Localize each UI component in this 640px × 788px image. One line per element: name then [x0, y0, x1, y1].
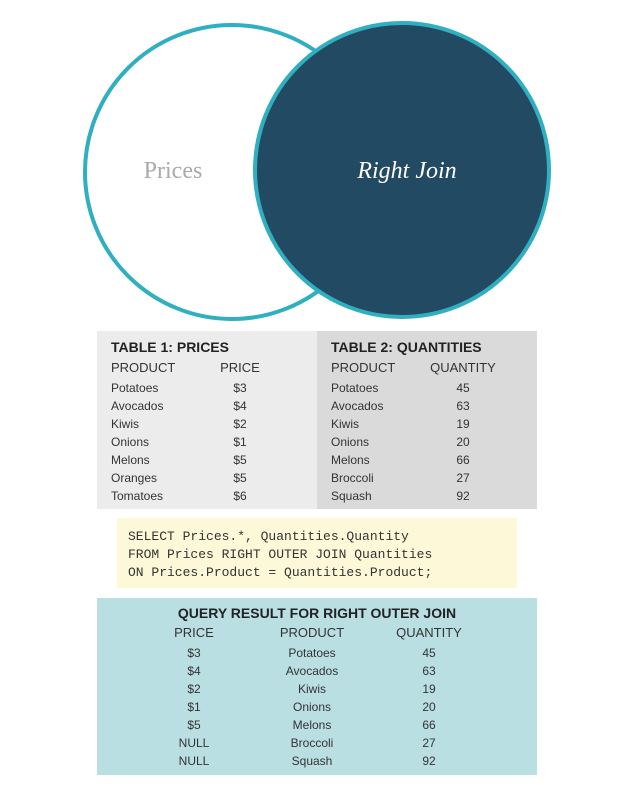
table-row: Broccoli 27	[331, 469, 537, 487]
table-row: Kiwis 19	[331, 415, 537, 433]
value-cell: 20	[456, 435, 470, 449]
product-cell: Oranges	[111, 471, 158, 485]
table-row: NULL Squash 92	[97, 752, 537, 770]
quantity-cell: 92	[422, 754, 436, 768]
table-row: NULL Broccoli 27	[97, 734, 537, 752]
header-quantity: QUANTITY	[430, 360, 496, 375]
table-row: Melons 66	[331, 451, 537, 469]
header-price: PRICE	[174, 625, 214, 640]
table-row: Kiwis $2	[111, 415, 317, 433]
value-cell: 92	[456, 489, 470, 503]
value-cell: 66	[456, 453, 470, 467]
table-row: $1 Onions 20	[97, 698, 537, 716]
price-cell: $1	[187, 700, 201, 714]
value-cell: $3	[233, 381, 247, 395]
venn-diagram: Prices Right Join	[83, 21, 551, 321]
sql-line: ON Prices.Product = Quantities.Product;	[128, 565, 433, 580]
quantities-table-title: TABLE 2: QUANTITIES	[331, 339, 482, 355]
product-cell: Melons	[111, 453, 150, 467]
product-cell: Broccoli	[290, 736, 334, 750]
prices-table-header: PRODUCT PRICE	[111, 360, 317, 379]
query-result-table: QUERY RESULT FOR RIGHT OUTER JOIN PRICE …	[97, 598, 537, 775]
quantities-table-header: PRODUCT QUANTITY	[331, 360, 537, 379]
product-cell: Kiwis	[331, 417, 360, 431]
header-quantity: QUANTITY	[396, 625, 462, 640]
sql-line: SELECT Prices.*, Quantities.Quantity	[128, 529, 409, 544]
table-row: Potatoes $3	[111, 379, 317, 397]
quantity-cell: 19	[422, 682, 436, 696]
right-join-circle	[253, 21, 551, 319]
table-row: $3 Potatoes 45	[97, 644, 537, 662]
sql-line: FROM Prices RIGHT OUTER JOIN Quantities	[128, 547, 433, 562]
quantities-table: TABLE 2: QUANTITIES PRODUCT QUANTITY Pot…	[317, 331, 537, 509]
value-cell: 45	[456, 381, 470, 395]
table-row: Melons $5	[111, 451, 317, 469]
product-cell: Broccoli	[331, 471, 374, 485]
value-cell: $5	[233, 471, 247, 485]
price-cell: $4	[187, 664, 201, 678]
price-cell: NULL	[178, 754, 210, 768]
table-row: Avocados $4	[111, 397, 317, 415]
right-join-label: Right Join	[356, 158, 456, 184]
product-cell: Squash	[291, 754, 333, 768]
product-cell: Tomatoes	[111, 489, 164, 503]
product-cell: Onions	[111, 435, 150, 449]
product-cell: Potatoes	[331, 381, 379, 395]
value-cell: 19	[456, 417, 470, 431]
value-cell: $4	[233, 399, 247, 413]
value-cell: 63	[456, 399, 470, 413]
table-row: Oranges $5	[111, 469, 317, 487]
product-cell: Avocados	[331, 399, 384, 413]
product-cell: Kiwis	[111, 417, 140, 431]
product-cell: Onions	[292, 700, 332, 714]
prices-table: TABLE 1: PRICES PRODUCT PRICE Potatoes $3…	[97, 331, 317, 509]
table-row: Avocados 63	[331, 397, 537, 415]
product-cell: Potatoes	[288, 646, 336, 660]
table-row: $4 Avocados 63	[97, 662, 537, 680]
price-cell: $3	[187, 646, 201, 660]
price-cell: NULL	[178, 736, 210, 750]
product-cell: Melons	[292, 718, 332, 732]
table-row: Onions $1	[111, 433, 317, 451]
source-tables: TABLE 1: PRICES PRODUCT PRICE Potatoes $3…	[97, 331, 537, 509]
value-cell: $6	[233, 489, 247, 503]
query-result-header: PRICE PRODUCT QUANTITY	[97, 624, 537, 644]
table-row: Onions 20	[331, 433, 537, 451]
product-cell: Avocados	[285, 664, 339, 678]
value-cell: $1	[233, 435, 247, 449]
product-cell: Melons	[331, 453, 370, 467]
value-cell: $2	[233, 417, 247, 431]
table-row: $2 Kiwis 19	[97, 680, 537, 698]
table-row: Tomatoes $6	[111, 487, 317, 505]
sql-query-box: SELECT Prices.*, Quantities.Quantity FRO…	[117, 518, 517, 588]
header-product: PRODUCT	[279, 625, 345, 640]
price-cell: $2	[187, 682, 201, 696]
header-product: PRODUCT	[331, 360, 396, 375]
product-cell: Potatoes	[111, 381, 159, 395]
quantity-cell: 66	[422, 718, 436, 732]
quantity-cell: 45	[422, 646, 436, 660]
header-price: PRICE	[220, 360, 260, 375]
table-row: Squash 92	[331, 487, 537, 505]
table-row: Potatoes 45	[331, 379, 537, 397]
value-cell: 27	[456, 471, 470, 485]
price-cell: $5	[187, 718, 201, 732]
product-cell: Avocados	[111, 399, 164, 413]
prices-label: Prices	[144, 158, 203, 184]
product-cell: Kiwis	[297, 682, 326, 696]
header-product: PRODUCT	[111, 360, 176, 375]
quantity-cell: 20	[422, 700, 436, 714]
table-row: $5 Melons 66	[97, 716, 537, 734]
product-cell: Squash	[331, 489, 372, 503]
value-cell: $5	[233, 453, 247, 467]
product-cell: Onions	[331, 435, 370, 449]
quantity-cell: 63	[422, 664, 436, 678]
quantity-cell: 27	[422, 736, 436, 750]
query-result-title: QUERY RESULT FOR RIGHT OUTER JOIN	[177, 605, 457, 621]
prices-table-title: TABLE 1: PRICES	[111, 339, 229, 355]
